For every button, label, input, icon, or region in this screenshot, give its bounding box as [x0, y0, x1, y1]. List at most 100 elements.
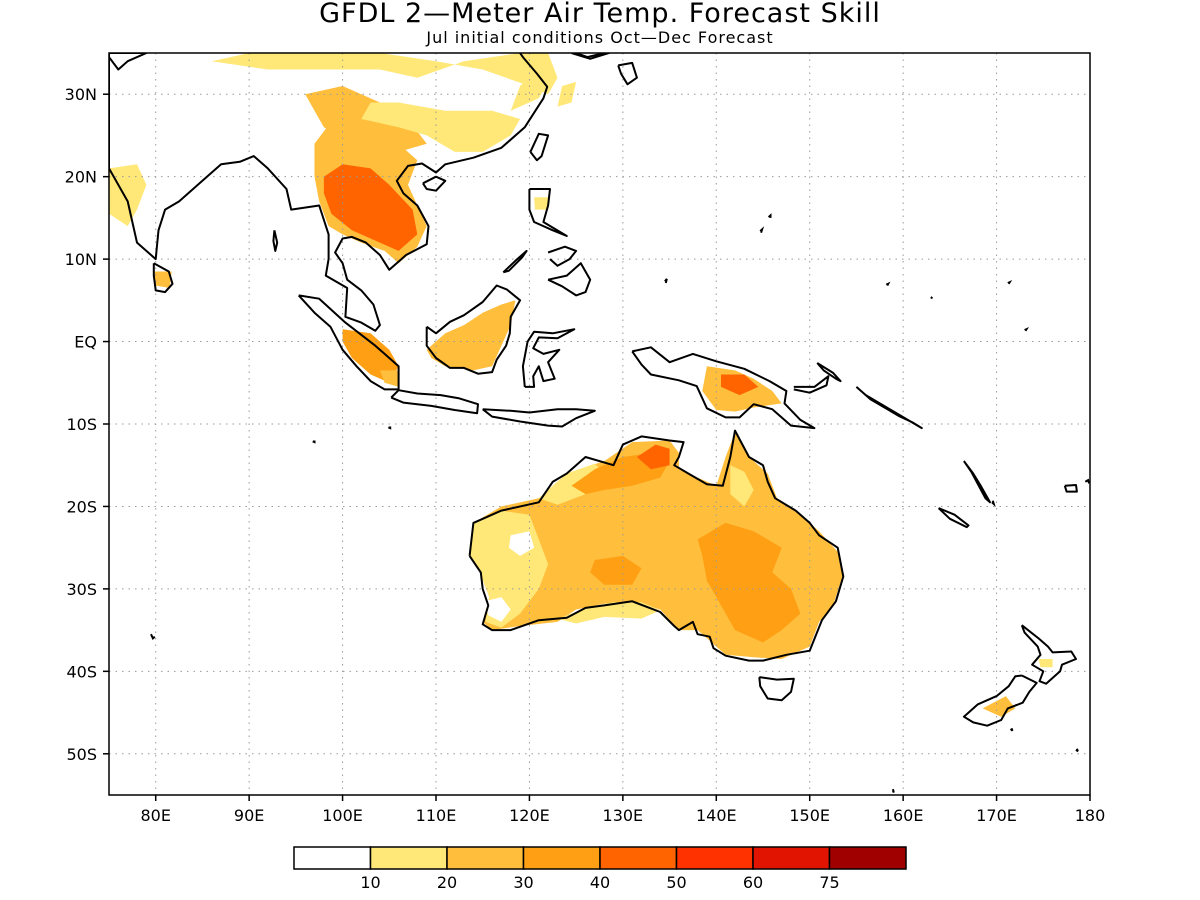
lat-tick-label: 10N	[65, 250, 97, 269]
colorbar-swatch	[446, 846, 525, 870]
colorbar-label: 20	[437, 873, 457, 892]
skill-region-sri-lanka	[152, 271, 172, 288]
colorbar-label: 60	[743, 873, 763, 892]
lon-tick-label: 180	[1075, 806, 1106, 825]
lon-tick-label: 80E	[140, 806, 170, 825]
andaman-coast	[272, 230, 279, 252]
skill-region-korea-low	[557, 81, 577, 107]
tasmania-coast	[758, 676, 795, 702]
colorbar-label: 30	[513, 873, 533, 892]
skill-region-australia-central-mid	[590, 555, 642, 585]
skill-region-australia-east-low	[730, 465, 754, 507]
skill-region-new-zealand-north	[1038, 659, 1053, 668]
nz-south-coast	[962, 674, 1038, 727]
lon-tick-label: 120E	[509, 806, 550, 825]
lat-tick-label: 10S	[66, 415, 97, 434]
skill-region-taiwan-coast	[510, 69, 549, 111]
sri-lanka-coast	[152, 262, 174, 294]
skill-region-india-west	[109, 164, 147, 227]
colorbar-swatch	[522, 846, 601, 870]
new-ireland-coast	[816, 362, 842, 383]
skill-region-borneo	[426, 300, 516, 371]
island-coast	[930, 296, 933, 300]
skill-fill-layer	[109, 53, 1053, 717]
lon-tick-label: 130E	[603, 806, 644, 825]
skill-region-indochina-core	[323, 164, 418, 251]
skill-region-australia-nw-low	[538, 463, 605, 505]
island-coast	[891, 788, 895, 793]
mainland-asia-coast	[109, 53, 549, 332]
skill-region-sumatra	[342, 329, 399, 383]
colorbar-swatch	[599, 846, 678, 870]
colorbar-label: 50	[666, 873, 686, 892]
island-coast	[1007, 280, 1013, 285]
lesser-sunda-coast	[482, 408, 596, 428]
sulawesi-coast	[521, 328, 576, 388]
island-coast	[759, 226, 765, 233]
island-coast	[767, 213, 772, 218]
sumatra-coast	[297, 294, 400, 391]
nz-north-coast	[1020, 624, 1077, 685]
coastline-layer	[109, 53, 1090, 793]
lat-tick-label: 50S	[66, 745, 97, 764]
colorbar-swatch	[293, 846, 372, 870]
island-coast	[664, 278, 668, 284]
skill-region-philippines	[534, 197, 549, 210]
plot-frame	[108, 52, 1091, 796]
lon-tick-label: 160E	[883, 806, 924, 825]
lat-tick-label: 30N	[65, 85, 97, 104]
skill-region-new-guinea-core	[721, 374, 759, 396]
colorbar: 10 20 30 40 50 60 75	[293, 846, 907, 892]
skill-region-china-coast	[361, 102, 521, 152]
palawan-coast	[502, 249, 528, 274]
skill-region-australia-south-low	[557, 602, 661, 624]
japan-kyushu-coast	[617, 61, 638, 86]
lat-tick-label: 40S	[66, 662, 97, 681]
latitude-tick-labels: 30N 20N 10N EQ 10S 20S 30S 40S 50S	[65, 85, 109, 764]
chart-title: GFDL 2—Meter Air Temp. Forecast Skill	[319, 0, 881, 29]
grid-lines	[109, 53, 1090, 795]
korea-coast	[571, 53, 611, 60]
lat-tick-label: 30S	[66, 580, 97, 599]
lat-tick-label: 20S	[66, 497, 97, 516]
island-coast	[1024, 327, 1030, 332]
chart-subtitle: Jul initial conditions Oct—Dec Forecast	[426, 28, 774, 47]
taiwan-coast	[529, 132, 550, 162]
plot-area	[109, 53, 1090, 795]
island-coast	[150, 633, 156, 641]
longitude-tick-labels: 80E 90E 100E 110E 120E 130E 140E 150E 160E 170E 18…	[140, 795, 1105, 825]
borneo-coast	[425, 284, 522, 375]
colorbar-label: 40	[590, 873, 610, 892]
lat-tick-label: EQ	[74, 333, 97, 352]
lon-tick-label: 90E	[234, 806, 264, 825]
lon-tick-label: 150E	[789, 806, 830, 825]
skill-region-australia-east-mid	[697, 522, 801, 643]
visayas-coast	[547, 245, 578, 267]
lon-tick-label: 100E	[322, 806, 363, 825]
new-caledonia-coast	[937, 507, 970, 529]
skill-region-australia-w-white	[508, 531, 535, 556]
mindanao-coast	[547, 262, 592, 297]
skill-region-australia-north-high	[636, 444, 670, 470]
fiji-coast	[1063, 484, 1078, 493]
lon-tick-label: 110E	[416, 806, 457, 825]
vanuatu-coast	[963, 460, 991, 504]
island-coast	[1084, 478, 1090, 484]
lat-tick-label: 20N	[65, 168, 97, 187]
colorbar-swatch	[369, 846, 448, 870]
new-britain-coast	[793, 375, 830, 394]
new-guinea-coast	[631, 346, 816, 430]
colorbar-swatch	[828, 846, 907, 870]
island-coast	[1009, 727, 1014, 732]
island-coast	[387, 426, 392, 430]
skill-region-australia-sw-white	[484, 597, 511, 622]
java-coast	[390, 389, 479, 415]
colorbar-label: 75	[819, 873, 839, 892]
australia-coast	[468, 429, 845, 662]
luzon-coast	[528, 188, 568, 237]
colorbar-swatch	[752, 846, 831, 870]
island-coast	[991, 500, 996, 508]
lon-tick-label: 140E	[696, 806, 737, 825]
colorbar-label: 10	[360, 873, 380, 892]
